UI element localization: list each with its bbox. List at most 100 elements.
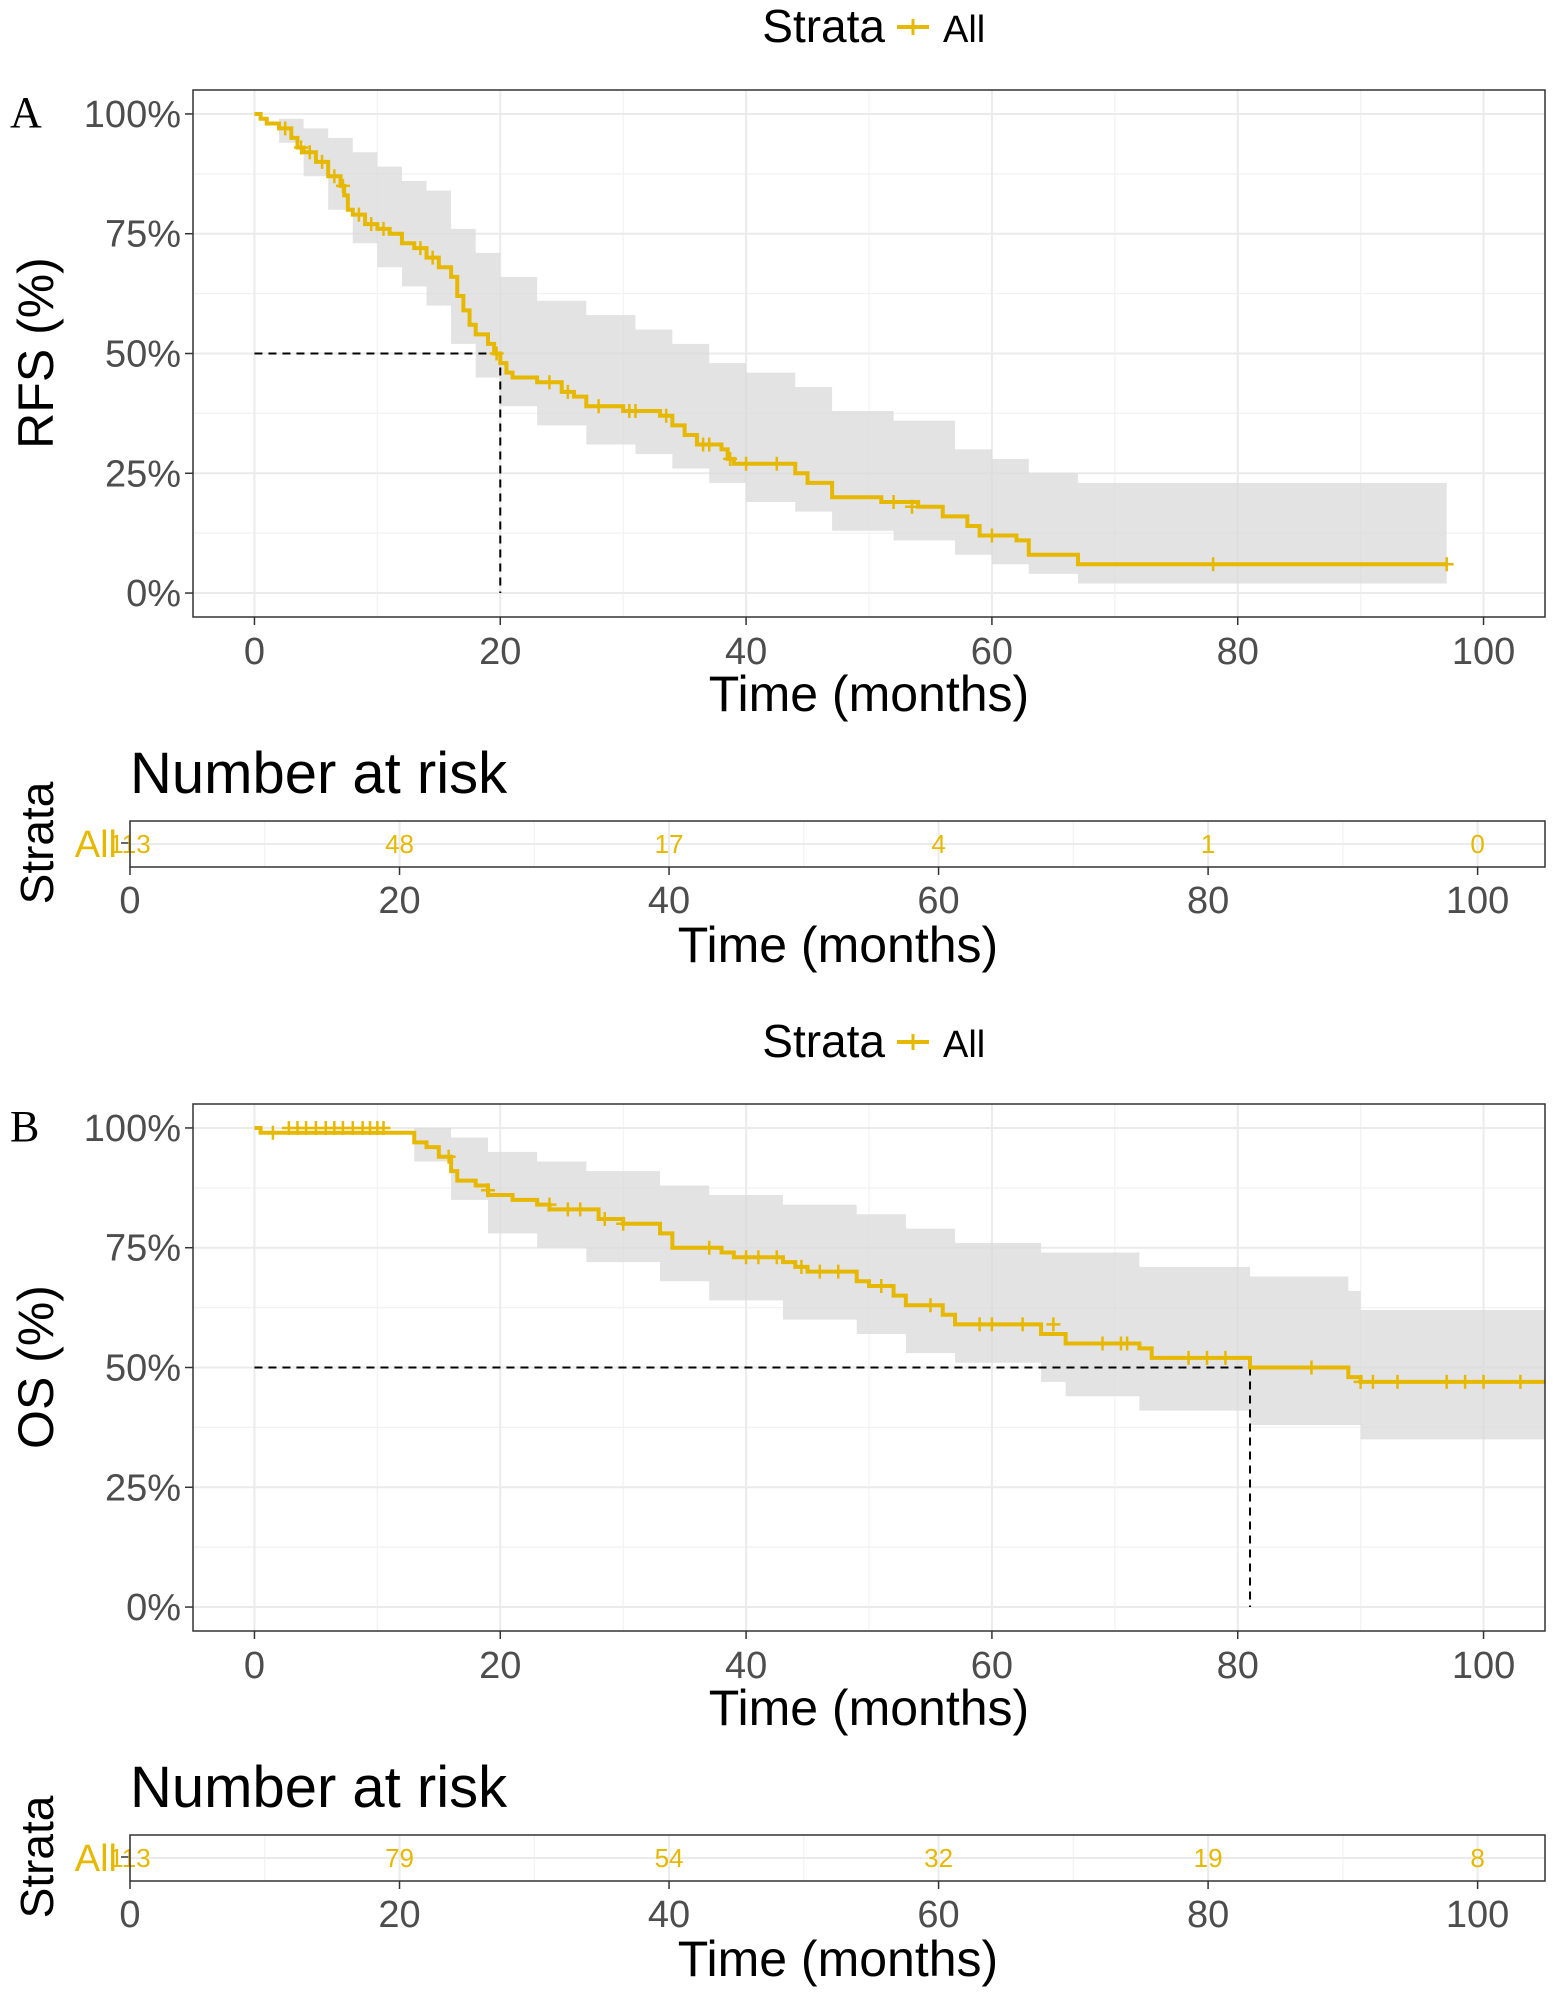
censor-mark	[542, 1197, 557, 1212]
censor-mark	[751, 1250, 766, 1265]
censor-mark	[542, 375, 557, 390]
x-tick-label: 80	[1217, 1645, 1259, 1687]
censor-mark	[1206, 557, 1221, 572]
censor-mark	[1181, 1350, 1196, 1365]
censor-mark	[1304, 1360, 1319, 1375]
censor-mark	[413, 241, 428, 256]
censor-mark	[831, 1264, 846, 1279]
legend-b: Strata All	[762, 1015, 985, 1067]
censor-mark	[597, 1211, 612, 1226]
censor-mark	[327, 169, 342, 184]
censor-mark	[265, 1125, 280, 1140]
risk-table-b-title: Number at risk	[130, 1755, 508, 1820]
risk-x-tick-label: 100	[1446, 1894, 1509, 1936]
plot-b-x-label: Time (months)	[709, 1680, 1029, 1736]
x-tick-label: 80	[1217, 631, 1259, 673]
censor-mark	[1353, 1374, 1368, 1389]
risk-count: 79	[385, 1843, 414, 1873]
risk-table-a: Number at risk Strata All 113 48 17 4 1 0 0 20…	[11, 741, 1546, 973]
censor-mark	[984, 528, 999, 543]
censor-mark	[739, 1250, 754, 1265]
legend-a: Strata All	[762, 0, 985, 52]
risk-x-tick-label: 0	[119, 880, 140, 922]
censor-mark	[1439, 1374, 1454, 1389]
censor-mark	[739, 456, 754, 471]
panel-letter-a: A	[10, 88, 42, 137]
risk-x-tick-label: 80	[1187, 880, 1229, 922]
censor-mark	[1513, 1374, 1528, 1389]
censor-mark	[1218, 1350, 1233, 1365]
y-tick-label: 100%	[84, 1108, 181, 1150]
risk-x-tick-label: 60	[917, 880, 959, 922]
censor-mark	[769, 456, 784, 471]
censor-mark	[972, 1317, 987, 1332]
censor-mark	[723, 451, 738, 466]
risk-count: 8	[1470, 1843, 1484, 1873]
risk-count: 54	[655, 1843, 684, 1873]
x-tick-label: 60	[971, 631, 1013, 673]
risk-x-tick-label: 80	[1187, 1894, 1229, 1936]
risk-x-tick-label: 0	[119, 1894, 140, 1936]
censor-mark	[616, 1216, 631, 1231]
y-tick-label: 0%	[126, 573, 181, 615]
x-tick-label: 20	[479, 1645, 521, 1687]
y-tick-label: 50%	[105, 1348, 181, 1390]
censor-mark	[1439, 557, 1454, 572]
legend-a-title: Strata	[762, 0, 885, 52]
risk-count: 1	[1201, 829, 1215, 859]
censor-mark	[702, 437, 717, 452]
y-tick-label: 0%	[126, 1587, 181, 1629]
risk-table-a-row-title: Strata	[11, 781, 63, 904]
censor-mark	[441, 1149, 456, 1164]
censor-mark	[1120, 1336, 1135, 1351]
os-median-lines	[254, 1366, 1252, 1608]
censor-mark	[874, 1279, 889, 1294]
censor-mark	[905, 499, 920, 514]
y-tick-label: 50%	[105, 334, 181, 376]
rfs-censor-marks	[278, 121, 1454, 572]
x-tick-label: 40	[725, 1645, 767, 1687]
censor-mark	[659, 408, 674, 423]
plot-b-y-label: OS (%)	[8, 1285, 64, 1449]
x-tick-label: 20	[479, 631, 521, 673]
y-tick-label: 100%	[84, 94, 181, 136]
y-tick-label: 75%	[105, 214, 181, 256]
legend-b-title: Strata	[762, 1015, 885, 1067]
risk-table-a-x-label: Time (months)	[678, 917, 998, 973]
censor-mark	[560, 384, 575, 399]
panel-b: Strata All B 0%25%50%75%100% 0 20 40 60 80 10…	[8, 1015, 1546, 1987]
censor-mark	[628, 403, 643, 418]
x-tick-label: 0	[244, 1645, 265, 1687]
risk-table-a-gridlines	[129, 821, 1545, 867]
censor-mark	[294, 140, 309, 155]
risk-x-tick-label: 100	[1446, 880, 1509, 922]
censor-mark	[302, 145, 317, 160]
censor-mark	[1390, 1374, 1405, 1389]
risk-x-tick-label: 20	[378, 880, 420, 922]
risk-table-b-row-title: Strata	[11, 1795, 63, 1918]
censor-mark	[1200, 1350, 1214, 1365]
plot-a-y-label: RFS (%)	[8, 257, 64, 449]
y-tick-label: 25%	[105, 453, 181, 495]
risk-table-b: Number at risk Strata All 113 79 54 32 19 8 0…	[11, 1755, 1546, 1987]
risk-count: 0	[1470, 829, 1484, 859]
x-tick-label: 0	[244, 631, 265, 673]
x-tick-label: 60	[971, 1645, 1013, 1687]
censor-mark	[376, 1120, 391, 1135]
plot-b-y-axis: 0% 25% 50% 75% 100%	[84, 1108, 193, 1629]
os-censor-marks	[265, 1120, 1528, 1389]
censor-mark	[886, 495, 901, 510]
censor-mark	[480, 1183, 495, 1198]
risk-table-a-x-axis: 0 20 40 60 80 100	[119, 867, 1509, 922]
censor-mark	[335, 178, 350, 193]
censor-mark	[1095, 1336, 1110, 1351]
rfs-median-lines	[254, 352, 502, 594]
risk-count: 48	[385, 829, 414, 859]
censor-mark	[351, 207, 366, 222]
risk-table-a-border	[129, 820, 1546, 868]
plot-b: 0% 25% 50% 75% 100% 0 20 40 60 80 100	[84, 1103, 1546, 1687]
risk-table-b-x-axis: 0 20 40 60 80 100	[119, 1881, 1509, 1936]
risk-count: 17	[655, 829, 684, 859]
censor-mark	[425, 250, 440, 265]
